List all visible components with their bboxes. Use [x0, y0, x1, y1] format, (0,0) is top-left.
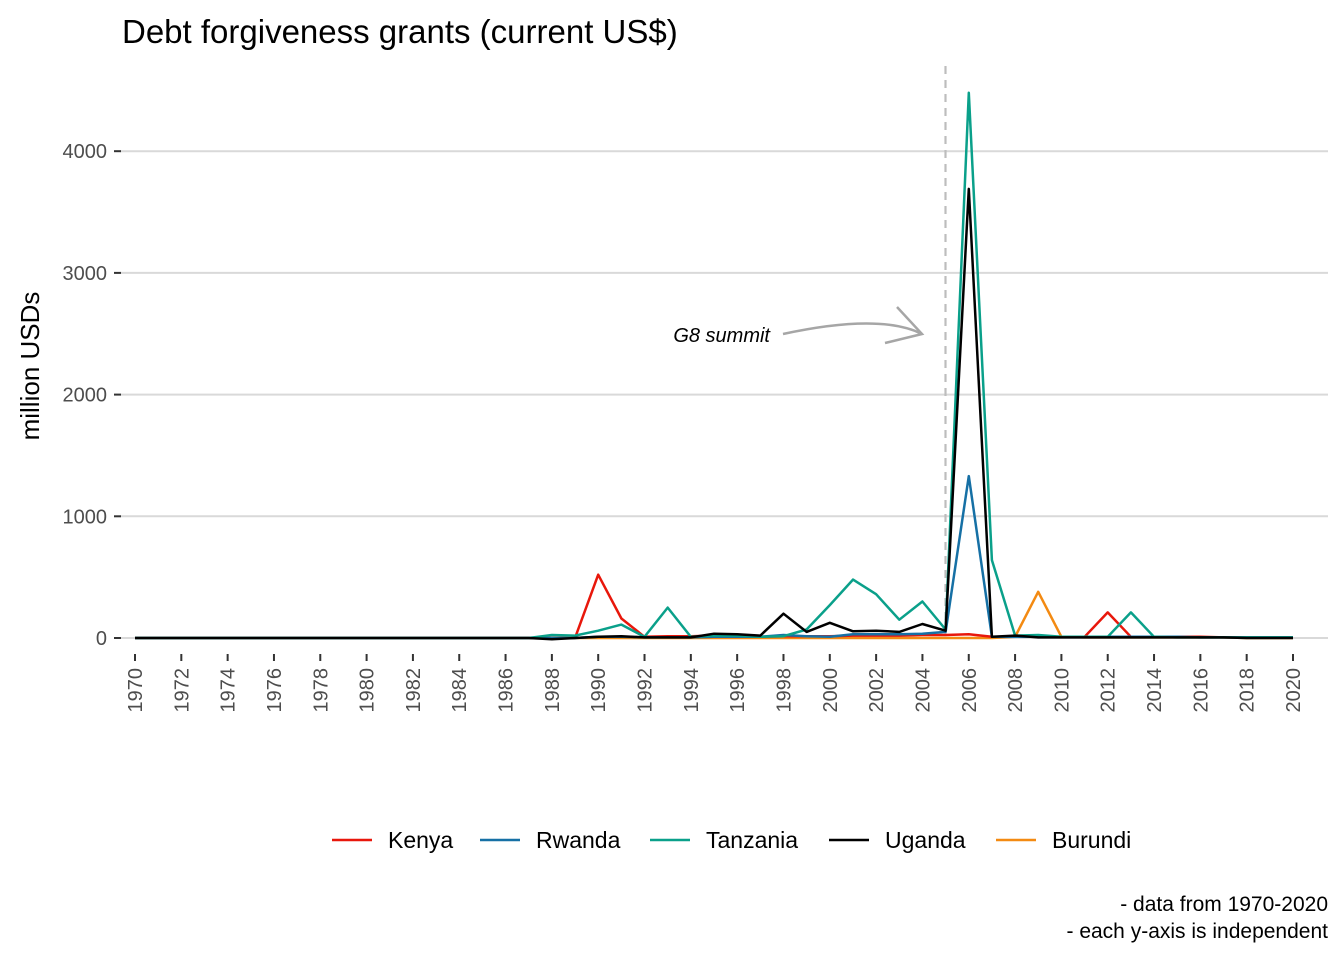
x-tick-label: 1972: [171, 668, 193, 713]
x-tick-label: 1976: [264, 668, 286, 713]
x-tick-label: 2016: [1190, 668, 1212, 713]
x-tick-label: 1970: [125, 668, 147, 713]
legend-label-kenya: Kenya: [388, 827, 453, 853]
y-tick-label: 3000: [63, 263, 108, 285]
x-tick-label: 2012: [1098, 668, 1120, 713]
x-tick-label: 1986: [496, 668, 518, 713]
chart-title: Debt forgiveness grants (current US$): [122, 13, 678, 50]
x-axis: 1970 1972 1974 1976 1978 1980 1982 1984 1986 1988…: [125, 654, 1305, 713]
legend-label-rwanda: Rwanda: [536, 827, 621, 853]
x-tick-label: 1974: [218, 668, 240, 713]
x-tick-label: 2000: [820, 668, 842, 713]
legend: Kenya Rwanda Tanzania Uganda Burundi: [332, 827, 1131, 853]
x-tick-label: 2008: [1005, 668, 1027, 713]
x-tick-label: 1996: [727, 668, 749, 713]
gridlines: [120, 150, 1328, 639]
annotation-text: G8 summit: [673, 325, 771, 347]
legend-label-uganda: Uganda: [885, 827, 966, 853]
y-tick-label: 1000: [63, 506, 108, 528]
x-tick-label: 2018: [1237, 668, 1259, 713]
y-axis-label: million USDs: [15, 292, 45, 441]
y-tick-label: 4000: [63, 141, 108, 163]
x-tick-label: 2014: [1144, 668, 1166, 713]
annotation-arrow-icon: [782, 322, 923, 336]
series-lines: [135, 91, 1293, 641]
x-tick-label: 2010: [1051, 668, 1073, 713]
legend-label-tanzania: Tanzania: [706, 827, 798, 853]
y-tick-label: 0: [96, 628, 107, 650]
x-tick-label: 2002: [866, 668, 888, 713]
series-line-kenya: [135, 573, 1293, 640]
series-line-uganda: [135, 187, 1293, 641]
x-tick-label: 1988: [542, 668, 564, 713]
series-line-burundi: [135, 590, 1293, 640]
caption-line-2: - each y-axis is independent: [1067, 920, 1329, 943]
x-tick-label: 1982: [403, 668, 425, 713]
series-line-rwanda: [135, 474, 1293, 640]
y-tick-label: 2000: [63, 385, 108, 407]
x-tick-label: 1978: [310, 668, 332, 713]
x-tick-label: 2020: [1283, 668, 1305, 713]
x-tick-label: 1990: [588, 668, 610, 713]
x-tick-label: 1984: [449, 668, 471, 713]
x-tick-label: 2004: [912, 668, 934, 713]
x-tick-label: 1994: [681, 668, 703, 713]
y-axis: 0 1000 2000 3000 4000: [63, 141, 121, 650]
caption-line-1: - data from 1970-2020: [1120, 893, 1328, 916]
series-line-tanzania: [135, 91, 1293, 640]
arrow-head-icon: [884, 306, 925, 345]
x-tick-label: 1980: [357, 668, 379, 713]
legend-label-burundi: Burundi: [1052, 827, 1131, 853]
x-tick-label: 1992: [635, 668, 657, 713]
x-tick-label: 2006: [959, 668, 981, 713]
g8-annotation: G8 summit: [673, 306, 925, 347]
x-tick-label: 1998: [773, 668, 795, 713]
